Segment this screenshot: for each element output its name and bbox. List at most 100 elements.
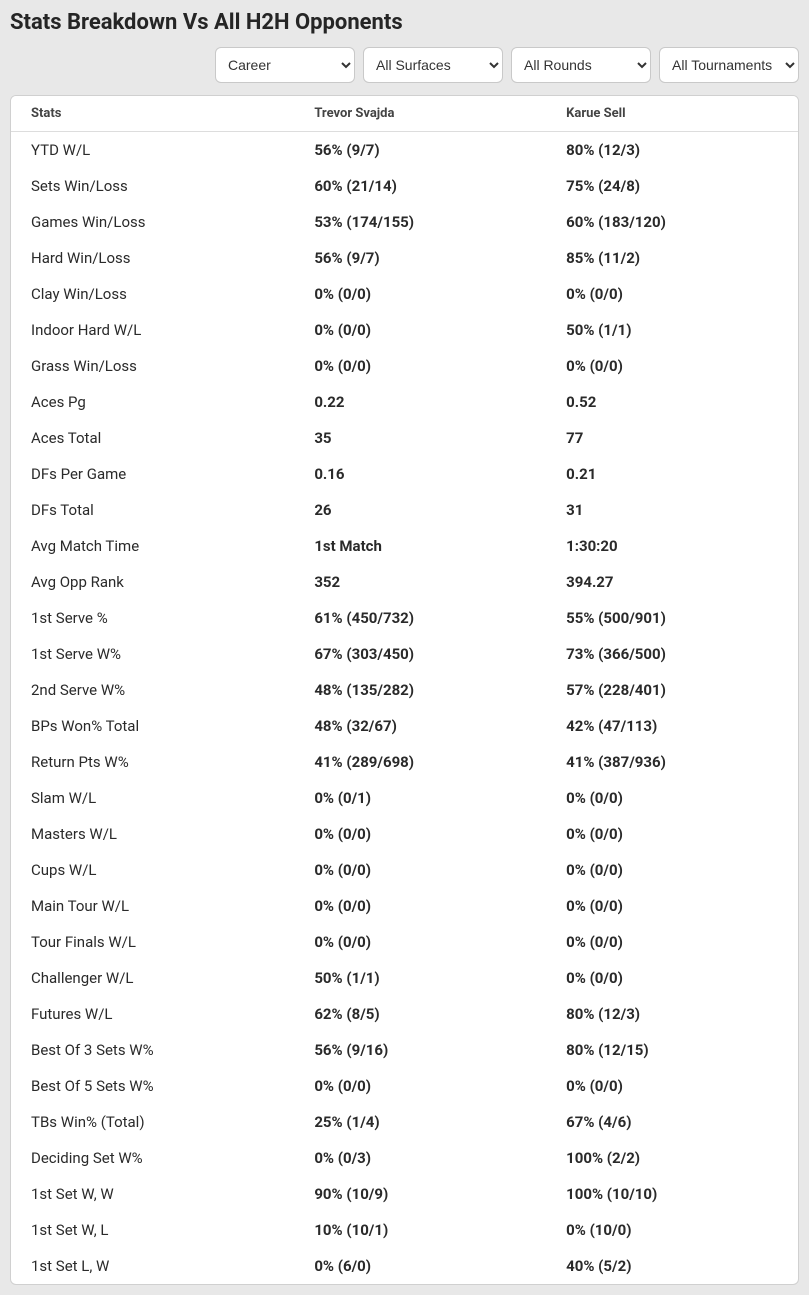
round-select[interactable]: All Rounds	[511, 47, 651, 83]
table-row: 1st Set L, W0% (6/0)40% (5/2)	[11, 1248, 798, 1284]
filters-bar: Career All Surfaces All Rounds All Tourn…	[10, 47, 799, 83]
stat-value-player1: 61% (450/732)	[294, 600, 546, 636]
stat-value-player2: 40% (5/2)	[546, 1248, 798, 1284]
stat-value-player1: 67% (303/450)	[294, 636, 546, 672]
stat-value-player2: 0% (0/0)	[546, 780, 798, 816]
stat-value-player1: 26	[294, 492, 546, 528]
stat-value-player1: 60% (21/14)	[294, 168, 546, 204]
table-row: 1st Set W, L10% (10/1)0% (10/0)	[11, 1212, 798, 1248]
stat-value-player2: 67% (4/6)	[546, 1104, 798, 1140]
stat-label: 2nd Serve W%	[11, 672, 294, 708]
stat-value-player2: 60% (183/120)	[546, 204, 798, 240]
col-header-player1: Trevor Svajda	[294, 96, 546, 132]
stat-label: Avg Match Time	[11, 528, 294, 564]
col-header-stats: Stats	[11, 96, 294, 132]
table-row: 2nd Serve W%48% (135/282)57% (228/401)	[11, 672, 798, 708]
stat-value-player2: 0% (0/0)	[546, 852, 798, 888]
stat-value-player2: 0% (0/0)	[546, 276, 798, 312]
table-row: 1st Serve %61% (450/732)55% (500/901)	[11, 600, 798, 636]
stat-label: Futures W/L	[11, 996, 294, 1032]
stat-value-player2: 80% (12/3)	[546, 996, 798, 1032]
stat-value-player1: 0% (0/0)	[294, 348, 546, 384]
stat-value-player1: 56% (9/7)	[294, 240, 546, 276]
surface-select[interactable]: All Surfaces	[363, 47, 503, 83]
table-row: Main Tour W/L0% (0/0)0% (0/0)	[11, 888, 798, 924]
stat-label: Best Of 3 Sets W%	[11, 1032, 294, 1068]
stat-value-player2: 77	[546, 420, 798, 456]
stat-value-player2: 85% (11/2)	[546, 240, 798, 276]
table-row: 1st Serve W%67% (303/450)73% (366/500)	[11, 636, 798, 672]
stats-table: Stats Trevor Svajda Karue Sell YTD W/L56…	[11, 96, 798, 1284]
stat-label: Aces Total	[11, 420, 294, 456]
table-row: 1st Set W, W90% (10/9)100% (10/10)	[11, 1176, 798, 1212]
table-row: Avg Opp Rank352394.27	[11, 564, 798, 600]
table-row: Masters W/L0% (0/0)0% (0/0)	[11, 816, 798, 852]
table-row: Slam W/L0% (0/1)0% (0/0)	[11, 780, 798, 816]
table-row: Tour Finals W/L0% (0/0)0% (0/0)	[11, 924, 798, 960]
stat-value-player2: 41% (387/936)	[546, 744, 798, 780]
stat-label: Tour Finals W/L	[11, 924, 294, 960]
table-row: Return Pts W%41% (289/698)41% (387/936)	[11, 744, 798, 780]
stat-label: 1st Set L, W	[11, 1248, 294, 1284]
table-row: Deciding Set W%0% (0/3)100% (2/2)	[11, 1140, 798, 1176]
table-row: DFs Per Game0.160.21	[11, 456, 798, 492]
stat-label: 1st Serve W%	[11, 636, 294, 672]
stat-value-player2: 73% (366/500)	[546, 636, 798, 672]
stat-value-player2: 80% (12/3)	[546, 132, 798, 169]
table-row: Aces Pg0.220.52	[11, 384, 798, 420]
stat-label: Challenger W/L	[11, 960, 294, 996]
stat-value-player2: 0% (0/0)	[546, 888, 798, 924]
stat-label: Slam W/L	[11, 780, 294, 816]
stat-label: Avg Opp Rank	[11, 564, 294, 600]
stat-value-player1: 53% (174/155)	[294, 204, 546, 240]
stat-label: YTD W/L	[11, 132, 294, 169]
table-row: DFs Total2631	[11, 492, 798, 528]
stat-value-player2: 80% (12/15)	[546, 1032, 798, 1068]
table-row: Grass Win/Loss0% (0/0)0% (0/0)	[11, 348, 798, 384]
table-row: BPs Won% Total48% (32/67)42% (47/113)	[11, 708, 798, 744]
stat-value-player1: 50% (1/1)	[294, 960, 546, 996]
table-row: Best Of 5 Sets W%0% (0/0)0% (0/0)	[11, 1068, 798, 1104]
stat-label: 1st Set W, W	[11, 1176, 294, 1212]
page-title: Stats Breakdown Vs All H2H Opponents	[10, 10, 799, 35]
tournament-select[interactable]: All Tournaments	[659, 47, 799, 83]
stat-value-player1: 0.22	[294, 384, 546, 420]
stat-value-player2: 0% (0/0)	[546, 960, 798, 996]
stat-value-player2: 0% (0/0)	[546, 348, 798, 384]
table-row: Challenger W/L50% (1/1)0% (0/0)	[11, 960, 798, 996]
stat-value-player1: 56% (9/16)	[294, 1032, 546, 1068]
table-row: Games Win/Loss53% (174/155)60% (183/120)	[11, 204, 798, 240]
table-row: Futures W/L62% (8/5)80% (12/3)	[11, 996, 798, 1032]
stat-value-player1: 41% (289/698)	[294, 744, 546, 780]
period-select[interactable]: Career	[215, 47, 355, 83]
stat-value-player2: 0% (0/0)	[546, 924, 798, 960]
table-row: Clay Win/Loss0% (0/0)0% (0/0)	[11, 276, 798, 312]
stat-value-player1: 90% (10/9)	[294, 1176, 546, 1212]
stat-label: BPs Won% Total	[11, 708, 294, 744]
stat-value-player1: 0% (0/0)	[294, 816, 546, 852]
stat-value-player1: 0% (0/1)	[294, 780, 546, 816]
stat-label: Best Of 5 Sets W%	[11, 1068, 294, 1104]
table-row: Sets Win/Loss60% (21/14)75% (24/8)	[11, 168, 798, 204]
table-row: Indoor Hard W/L0% (0/0)50% (1/1)	[11, 312, 798, 348]
stat-value-player2: 0.52	[546, 384, 798, 420]
stat-value-player1: 0% (0/0)	[294, 852, 546, 888]
stat-label: Indoor Hard W/L	[11, 312, 294, 348]
stat-value-player2: 1:30:20	[546, 528, 798, 564]
table-row: TBs Win% (Total)25% (1/4)67% (4/6)	[11, 1104, 798, 1140]
stat-label: 1st Set W, L	[11, 1212, 294, 1248]
stat-label: 1st Serve %	[11, 600, 294, 636]
stat-value-player1: 25% (1/4)	[294, 1104, 546, 1140]
stat-value-player2: 57% (228/401)	[546, 672, 798, 708]
stat-value-player2: 0% (0/0)	[546, 816, 798, 852]
table-row: Avg Match Time1st Match1:30:20	[11, 528, 798, 564]
stat-value-player2: 42% (47/113)	[546, 708, 798, 744]
stat-value-player1: 0% (0/0)	[294, 1068, 546, 1104]
stat-label: Hard Win/Loss	[11, 240, 294, 276]
stat-value-player1: 0% (0/0)	[294, 924, 546, 960]
stat-value-player2: 31	[546, 492, 798, 528]
table-row: Best Of 3 Sets W%56% (9/16)80% (12/15)	[11, 1032, 798, 1068]
stat-value-player2: 0.21	[546, 456, 798, 492]
stat-value-player1: 0% (0/0)	[294, 276, 546, 312]
stat-value-player2: 50% (1/1)	[546, 312, 798, 348]
